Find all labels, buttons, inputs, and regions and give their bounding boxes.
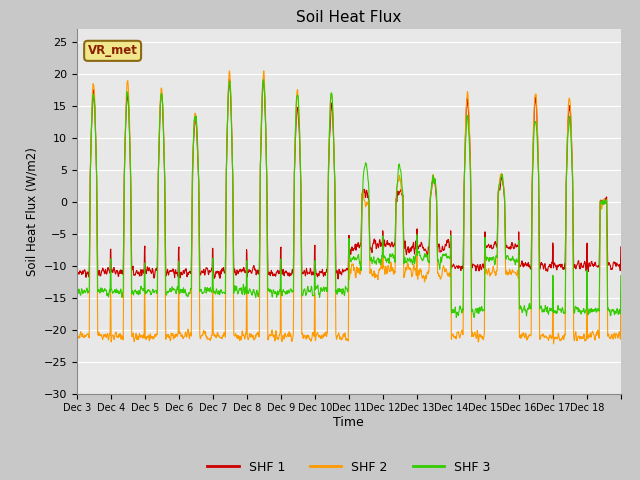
SHF 1 [158,93,166,98]
SHF 1 [611,259,618,265]
SHF 3 [611,312,618,318]
SHF 1 [335,266,343,272]
SHF 1 [334,276,342,282]
X-axis label: Time: Time [333,416,364,429]
SHF 1 [557,263,565,269]
SHF 2 [158,87,166,93]
SHF 2 [324,167,332,173]
Line: SHF 3: SHF 3 [77,80,621,317]
SHF 3 [452,314,460,320]
SHF 3 [477,303,485,309]
Text: VR_met: VR_met [88,44,138,57]
SHF 3 [324,167,332,173]
Line: SHF 2: SHF 2 [77,71,621,344]
Title: Soil Heat Flux: Soil Heat Flux [296,10,401,25]
Legend: SHF 1, SHF 2, SHF 3: SHF 1, SHF 2, SHF 3 [202,456,495,479]
SHF 2 [73,284,81,290]
SHF 3 [335,289,342,295]
SHF 2 [335,330,342,336]
SHF 2 [550,341,557,347]
SHF 1 [225,76,233,82]
SHF 2 [260,68,268,74]
SHF 1 [324,173,332,179]
SHF 3 [73,258,81,264]
Line: SHF 1: SHF 1 [77,79,621,279]
SHF 1 [73,244,81,250]
SHF 2 [611,330,618,336]
SHF 3 [158,91,166,97]
SHF 3 [557,310,565,315]
Y-axis label: Soil Heat Flux (W/m2): Soil Heat Flux (W/m2) [25,147,38,276]
SHF 2 [617,291,625,297]
SHF 2 [557,337,565,343]
SHF 1 [617,244,625,250]
SHF 3 [617,273,625,278]
SHF 3 [259,77,267,83]
SHF 2 [477,335,485,340]
SHF 1 [477,267,485,273]
